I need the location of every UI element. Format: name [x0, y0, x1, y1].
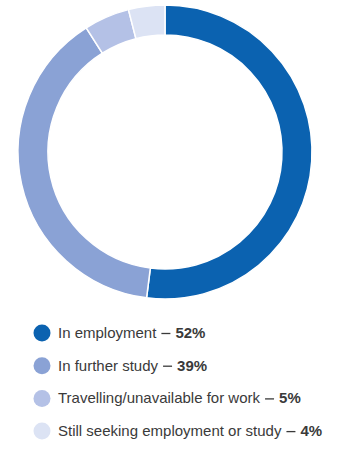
chart: In employment 52% In further study 39% Trave… [0, 0, 355, 460]
slice [147, 5, 312, 299]
legend-swatch [34, 325, 51, 342]
slice [86, 10, 136, 54]
slice [128, 5, 165, 39]
legend-label: In employment [58, 324, 157, 341]
legend-separator [163, 366, 172, 367]
legend: In employment 52% In further study 39% Trave… [34, 324, 323, 440]
slice [18, 28, 150, 298]
legend-value: 4% [300, 422, 322, 439]
legend-label: In further study [58, 357, 159, 374]
legend-separator [286, 431, 295, 432]
legend-value: 52% [175, 324, 205, 341]
legend-swatch [34, 357, 51, 374]
legend-label: Still seeking employment or study [58, 422, 282, 439]
legend-swatch [34, 390, 51, 407]
legend-value: 39% [177, 357, 207, 374]
legend-label: Travelling/unavailable for work [58, 389, 261, 406]
legend-separator [161, 333, 170, 334]
legend-separator [265, 398, 274, 399]
legend-swatch [34, 423, 51, 440]
slices [18, 5, 312, 299]
legend-value: 5% [279, 389, 301, 406]
